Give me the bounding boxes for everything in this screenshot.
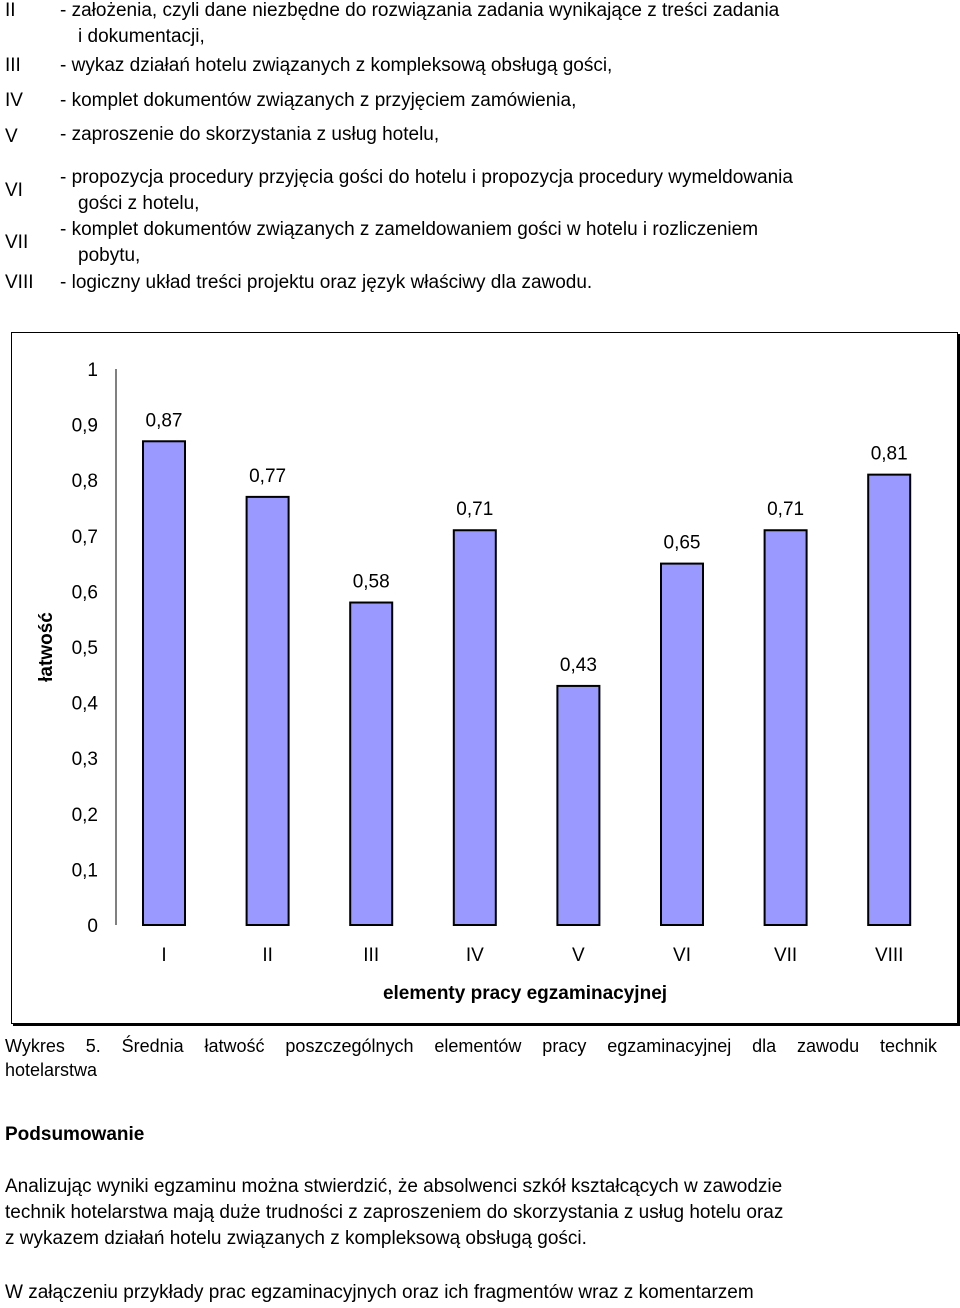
- list-number: IV: [5, 90, 23, 111]
- x-tick-label: II: [262, 945, 273, 966]
- list-item: - komplet dokumentów związanych z przyję…: [60, 90, 577, 111]
- x-axis-title: elementy pracy egzaminacyjnej: [383, 983, 667, 1004]
- summary-line: z wykazem działań hotelu związanych z ko…: [5, 1228, 587, 1249]
- bar-VII: [763, 529, 808, 927]
- data-label: 0,43: [560, 655, 597, 676]
- y-tick-label: 0,5: [72, 638, 98, 659]
- list-item-continuation: i dokumentacji,: [78, 26, 205, 47]
- summary-heading: Podsumowanie: [5, 1124, 145, 1145]
- chart-caption: Wykres 5. Średnia łatwość poszczególnych…: [5, 1034, 937, 1082]
- summary-line: technik hotelarstwa mają duże trudności …: [5, 1202, 784, 1223]
- bar-VIII: [867, 473, 912, 926]
- list-item-continuation: gości z hotelu,: [78, 193, 200, 214]
- x-tick-label: V: [572, 945, 585, 966]
- data-label: 0,81: [871, 444, 908, 465]
- bar-II: [245, 495, 290, 926]
- data-label: 0,65: [664, 533, 701, 554]
- list-item: - założenia, czyli dane niezbędne do roz…: [60, 0, 780, 21]
- data-label: 0,71: [456, 499, 493, 520]
- y-tick-label: 0,9: [72, 416, 98, 437]
- list-item: - komplet dokumentów związanych z zameld…: [60, 219, 759, 240]
- list-number: VI: [5, 180, 23, 201]
- attachment-note: W załączeniu przykłady prac egzaminacyjn…: [5, 1282, 754, 1303]
- caption-line-2: hotelarstwa: [5, 1060, 98, 1080]
- y-tick-label: 1: [87, 360, 98, 381]
- bar-III: [349, 601, 394, 926]
- y-tick-label: 0: [87, 916, 98, 937]
- list-item-continuation: pobytu,: [78, 245, 141, 266]
- x-tick-label: VII: [774, 945, 797, 966]
- y-tick-label: 0,8: [72, 471, 98, 492]
- y-tick-label: 0,3: [72, 749, 98, 770]
- y-axis-title: łatwość: [36, 612, 57, 682]
- chart-frame: 0 0,1 0,2 0,3 0,4 0,5 0,6 0,7 0,8 0,9 1 łatwość 0,87…: [11, 332, 958, 1024]
- x-tick-label: I: [161, 945, 166, 966]
- y-tick-label: 0,4: [72, 694, 99, 715]
- summary-paragraph: Analizując wyniki egzaminu można stwierd…: [5, 1174, 950, 1252]
- caption-line-1: Wykres 5. Średnia łatwość poszczególnych…: [5, 1036, 937, 1056]
- y-tick-label: 0,1: [72, 860, 98, 881]
- bar-IV: [452, 529, 497, 927]
- list-item: - wykaz działań hotelu związanych z komp…: [60, 55, 613, 76]
- y-tick-label: 0,6: [72, 582, 98, 603]
- list-number: III: [5, 55, 21, 76]
- x-tick-label: VI: [673, 945, 691, 966]
- list-number: II: [5, 0, 16, 21]
- bar-VI: [660, 562, 704, 926]
- data-label: 0,77: [249, 466, 286, 487]
- list-number: VII: [5, 232, 29, 253]
- data-label: 0,87: [146, 410, 183, 431]
- y-tick-label: 0,7: [72, 527, 98, 548]
- y-tick-label: 0,2: [72, 805, 98, 826]
- x-tick-label: III: [363, 945, 379, 966]
- data-label: 0,71: [767, 499, 804, 520]
- bar-I: [142, 440, 186, 926]
- data-label: 0,58: [353, 572, 390, 593]
- summary-line: Analizując wyniki egzaminu można stwierd…: [5, 1176, 783, 1197]
- list-number: V: [5, 126, 18, 147]
- x-tick-label: VIII: [875, 945, 904, 966]
- list-item: - logiczny układ treści projektu oraz ję…: [60, 272, 593, 293]
- list-item: - zaproszenie do skorzystania z usług ho…: [60, 124, 440, 145]
- list-item: - propozycja procedury przyjęcia gości d…: [60, 167, 793, 188]
- list-number: VIII: [5, 272, 34, 293]
- bar-V: [556, 684, 601, 927]
- bar-chart: 0 0,1 0,2 0,3 0,4 0,5 0,6 0,7 0,8 0,9 1 łatwość 0,87…: [36, 360, 912, 1004]
- x-tick-label: IV: [466, 945, 484, 966]
